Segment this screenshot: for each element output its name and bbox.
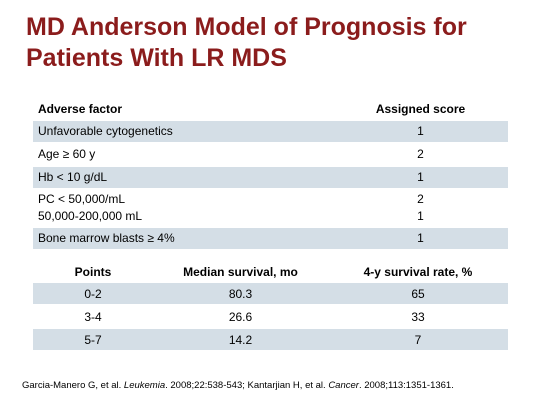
factor-cell: Hb < 10 g/dL (38, 170, 108, 184)
points-cell: 5-7 (84, 332, 102, 347)
factor-cell: Age ≥ 60 y (38, 147, 96, 161)
citation-part-2: . 2008;22:538-543; Kantarjian H, et al. (165, 380, 329, 391)
survival-rate-cell: 65 (411, 286, 425, 301)
points-cell: 3-4 (84, 309, 102, 324)
title-line-2: Patients With LR MDS (26, 44, 287, 72)
points-cell: 0-2 (84, 286, 102, 301)
score-cell: 1 (417, 170, 424, 184)
factor-cell: PC < 50,000/mL 50,000-200,000 mL (33, 191, 333, 225)
header-median-survival: Median survival, mo (183, 265, 298, 279)
table-row: Unfavorable cytogenetics 1 (33, 121, 508, 144)
survival-rate-cell: 33 (411, 309, 425, 324)
table-row: Bone marrow blasts ≥ 4% 1 (33, 228, 508, 251)
table-row: 3-4 26.6 33 (33, 306, 508, 329)
table-row: Age ≥ 60 y 2 (33, 144, 508, 167)
header-adverse-factor: Adverse factor (38, 102, 123, 116)
score-cell: 2 (417, 147, 424, 161)
citation: Garcia-Manero G, et al. Leukemia. 2008;2… (22, 380, 454, 391)
citation-journal-2: Cancer (328, 380, 359, 391)
median-survival-cell: 14.2 (228, 332, 253, 347)
median-survival-cell: 80.3 (228, 286, 253, 301)
header-points: Points (74, 265, 112, 279)
citation-part-1: Garcia-Manero G, et al. (22, 380, 124, 391)
score-line-1: 2 (417, 192, 424, 206)
survival-rate-cell: 7 (414, 332, 422, 347)
factor-line-2: 50,000-200,000 mL (38, 209, 143, 223)
header-4y-survival: 4-y survival rate, % (363, 265, 473, 279)
score-cell: 1 (417, 124, 424, 138)
table-row: 5-7 14.2 7 (33, 329, 508, 352)
table-row: 0-2 80.3 65 (33, 283, 508, 306)
table-row: PC < 50,000/mL 50,000-200,000 mL 2 1 (33, 190, 508, 228)
factor-cell: Unfavorable cytogenetics (38, 124, 173, 138)
citation-journal-1: Leukemia (123, 380, 166, 391)
table-header-row: Adverse factor Assigned score (33, 98, 508, 121)
factor-line-1: PC < 50,000/mL (38, 192, 126, 206)
median-survival-cell: 26.6 (228, 309, 253, 324)
factor-cell: Bone marrow blasts ≥ 4% (38, 231, 175, 245)
adverse-factor-table: Adverse factor Assigned score Unfavorabl… (33, 98, 508, 251)
table-row: Hb < 10 g/dL 1 (33, 167, 508, 190)
table-header-row: Points Median survival, mo 4-y survival … (33, 261, 508, 283)
score-cell: 1 (417, 231, 424, 245)
survival-table: Points Median survival, mo 4-y survival … (33, 261, 508, 352)
title-line-1: MD Anderson Model of Prognosis for (26, 13, 467, 41)
score-line-2: 1 (417, 209, 424, 223)
header-assigned-score: Assigned score (375, 102, 466, 116)
citation-part-3: . 2008;113:1351-1361. (358, 380, 454, 391)
score-cell: 2 1 (333, 191, 508, 225)
slide-title: MD Anderson Model of Prognosis for Patie… (26, 12, 526, 74)
